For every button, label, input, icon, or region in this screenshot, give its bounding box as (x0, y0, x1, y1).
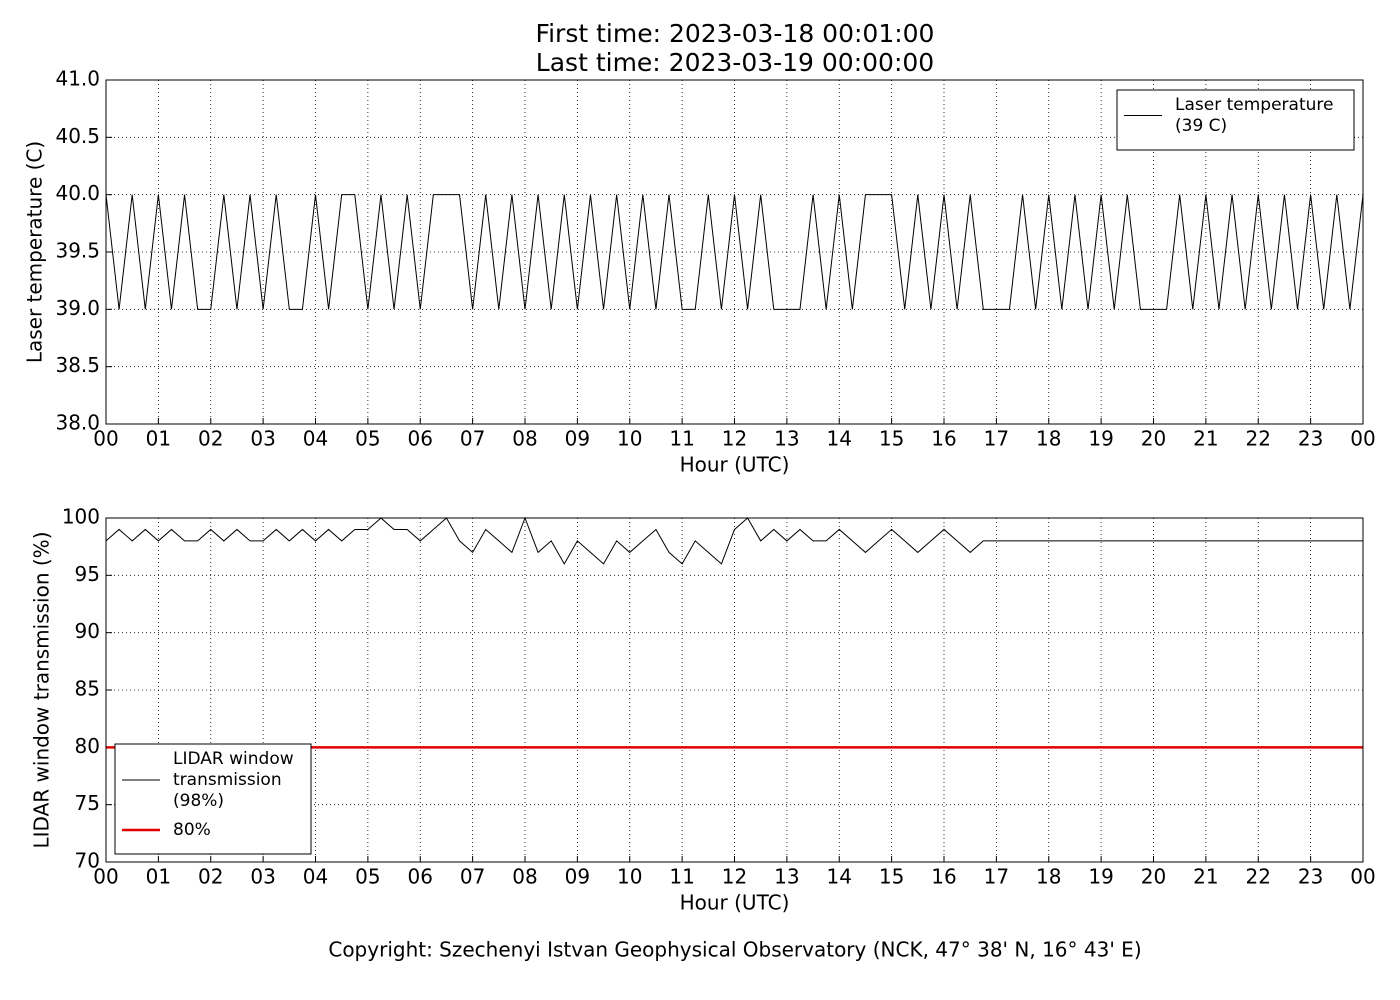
x-tick-label: 03 (250, 865, 275, 889)
x-tick-label: 16 (931, 865, 956, 889)
legend: LIDAR window transmission (98%) 80% (114, 743, 312, 855)
legend-box (1116, 89, 1355, 151)
y-tick-label: 95 (75, 562, 100, 586)
y-tick-label: 38.5 (55, 353, 100, 377)
series-line (105, 194, 1364, 310)
legend: Laser temperature (39 C) (1116, 89, 1355, 151)
x-tick-label: 00 (1350, 865, 1375, 889)
x-tick-label: 14 (827, 865, 852, 889)
y-tick-label: 38.0 (55, 411, 100, 435)
y-tick-label: 41.0 (55, 67, 100, 91)
title-line: First time: 2023-03-18 00:01:00 (536, 19, 935, 48)
title-line: Last time: 2023-03-19 00:00:00 (536, 48, 934, 77)
x-tick-label: 11 (669, 865, 694, 889)
x-tick-label: 01 (146, 865, 171, 889)
legend-label: 80% (173, 820, 211, 840)
x-tick-label: 15 (879, 865, 904, 889)
y-tick-label: 39.0 (55, 296, 100, 320)
x-tick-label: 06 (408, 427, 433, 451)
x-tick-label: 04 (303, 427, 328, 451)
legend-box (114, 743, 312, 855)
x-tick-label: 05 (355, 427, 380, 451)
x-tick-label: 09 (565, 865, 590, 889)
y-tick-label: 85 (75, 677, 100, 701)
x-tick-label: 01 (146, 427, 171, 451)
y-tick-label: 75 (75, 791, 100, 815)
y-axis-label: Laser temperature (C) (23, 141, 47, 363)
y-tick-label: 40.0 (55, 181, 100, 205)
x-tick-label: 18 (1036, 427, 1061, 451)
x-axis-label: Hour (UTC) (680, 453, 790, 477)
x-tick-label: 10 (617, 865, 642, 889)
x-tick-label: 09 (565, 427, 590, 451)
x-tick-label: 14 (827, 427, 852, 451)
x-tick-label: 04 (303, 865, 328, 889)
y-tick-label: 39.5 (55, 239, 100, 263)
legend-label: LIDAR window transmission (98%) (173, 749, 294, 811)
x-tick-label: 19 (1088, 427, 1113, 451)
x-tick-label: 08 (512, 427, 537, 451)
x-tick-label: 05 (355, 865, 380, 889)
footer: Copyright: Szechenyi Istvan Geophysical … (328, 938, 1141, 962)
x-tick-label: 20 (1141, 865, 1166, 889)
x-tick-label: 03 (250, 427, 275, 451)
x-tick-label: 21 (1193, 427, 1218, 451)
y-tick-label: 70 (75, 849, 100, 873)
x-tick-label: 20 (1141, 427, 1166, 451)
x-tick-label: 11 (669, 427, 694, 451)
x-tick-label: 21 (1193, 865, 1218, 889)
plot-frame (105, 79, 1364, 425)
y-tick-label: 80 (75, 734, 100, 758)
x-tick-label: 07 (460, 427, 485, 451)
x-tick-label: 00 (1350, 427, 1375, 451)
x-tick-label: 13 (774, 865, 799, 889)
x-tick-label: 12 (722, 865, 747, 889)
x-tick-label: 19 (1088, 865, 1113, 889)
x-tick-label: 23 (1298, 865, 1323, 889)
y-tick-label: 40.5 (55, 124, 100, 148)
x-tick-label: 00 (93, 427, 118, 451)
x-tick-label: 06 (408, 865, 433, 889)
x-tick-label: 02 (198, 427, 223, 451)
x-tick-label: 16 (931, 427, 956, 451)
x-tick-label: 23 (1298, 427, 1323, 451)
x-tick-label: 18 (1036, 865, 1061, 889)
x-tick-label: 12 (722, 427, 747, 451)
x-tick-label: 15 (879, 427, 904, 451)
legend-label: Laser temperature (39 C) (1175, 95, 1333, 136)
x-tick-label: 10 (617, 427, 642, 451)
y-tick-label: 90 (75, 619, 100, 643)
x-tick-label: 17 (984, 865, 1009, 889)
series-line (105, 516, 1363, 565)
x-tick-label: 00 (93, 865, 118, 889)
plot-frame (105, 517, 1364, 863)
x-tick-label: 17 (984, 427, 1009, 451)
x-tick-label: 07 (460, 865, 485, 889)
y-axis-label: LIDAR window transmission (%) (30, 532, 54, 849)
x-tick-label: 22 (1246, 865, 1271, 889)
x-tick-label: 08 (512, 865, 537, 889)
x-tick-label: 22 (1246, 427, 1271, 451)
y-tick-label: 100 (62, 505, 100, 529)
x-tick-label: 13 (774, 427, 799, 451)
x-tick-label: 02 (198, 865, 223, 889)
x-axis-label: Hour (UTC) (680, 891, 790, 915)
